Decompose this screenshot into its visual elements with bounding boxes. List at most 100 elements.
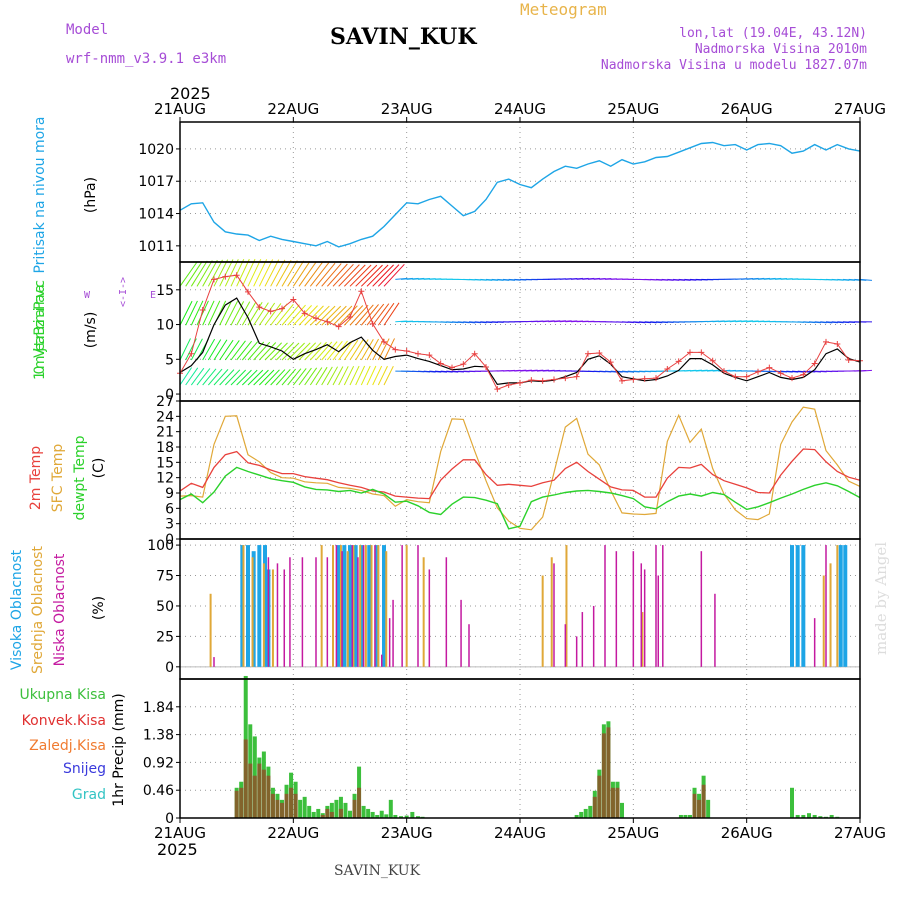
wind-gust-point [811,360,818,367]
total-rain-bar [688,814,692,818]
conv-rain-bar [252,775,257,818]
wind-vector-left-1 [258,302,276,326]
wind-vector-left-0 [343,264,366,287]
wind-vector-left-0 [304,261,323,287]
wind-vector-left-2 [270,342,288,361]
mid-cloud-bar [385,551,388,667]
wind-gust-point [358,288,365,295]
wind-vector-left-0 [258,259,274,287]
wind-vector-left-2 [338,340,354,361]
low-cloud-bar [575,636,578,667]
compass-w: W [84,290,91,301]
snow-legend: Snijeg [63,761,106,777]
wind-vector-left-2 [275,342,294,361]
low-cloud-bar [428,569,431,667]
conv-rain-bar [257,763,262,818]
low-cloud-bar [553,563,555,667]
wind-gust-point [573,373,580,380]
wind-vector-left-2 [230,340,246,361]
wind-vector-left-0 [224,259,239,287]
high-cloud-bar [336,545,341,667]
wind-vector-left-0 [321,263,342,287]
wind-vector-left-2 [383,338,395,361]
conv-rain-bar [357,787,362,818]
wind-vector-left-2 [326,340,343,361]
panel-4-y-tick-label: 1.84 [143,700,174,716]
wind-vector-left-2 [292,342,311,361]
high-cloud-bar [263,545,267,667]
x-tick-label-top: 23AUG [381,100,433,118]
total-rain-bar [706,799,711,818]
wind-gust-point [222,273,229,280]
wind-vector-left-3 [236,369,252,386]
wind-vector-left-0 [377,264,400,287]
low-cloud-bar [351,545,354,667]
wind-vector-left-1 [349,304,369,326]
wind-vector-left-3 [332,366,344,386]
wind-vector-left-3 [366,365,377,386]
wind-vector-left-2 [321,341,338,361]
low-cloud-bar [662,545,664,667]
wind-vector-left-0 [372,264,394,287]
wind-gust-point [607,359,614,366]
wind-vector-left-1 [264,303,282,326]
high-cloud-bar [795,545,800,667]
total-rain-bar [379,810,384,818]
wind-vector-left-0 [213,259,229,287]
wind-vector-left-1 [332,305,353,326]
wind-vector-left-3 [326,366,339,386]
mid-cloud-bar [332,545,334,667]
conv-rain-bar [289,787,294,818]
wind-vector-left-3 [383,365,394,386]
wind-vector-left-1 [179,300,193,326]
conv-rain-bar [352,799,357,818]
wind-vector-left-3 [360,365,371,386]
sfc-title: SFC Temp [50,444,66,513]
wind-gust-point [290,296,297,303]
wind-vector-left-3 [196,368,211,386]
wind-gust-point [596,350,603,357]
wind-gust-point [415,350,421,357]
wind-gust-point [301,310,308,317]
panel-0-y-tick-label: 1014 [138,207,174,223]
wind-gust-point [845,356,852,363]
wind-gust-point [698,349,705,356]
total-rain-bar [399,816,403,818]
low-cloud-bar [825,545,827,667]
wind-gust-point [256,304,263,311]
model-label: Model [66,22,108,38]
wind-vector-left-1 [326,305,347,326]
wind-gust-point [199,306,206,313]
mid-cloud-bar [377,545,380,667]
precip-unit: 1hr Precip (mm) [111,693,127,806]
low-cloud-title: Niska Oblacnost [52,553,68,666]
wind-vector-left-1 [366,303,385,326]
wind-gust-point [483,363,489,370]
low-cloud-bar [283,569,286,667]
low-cloud-bar [267,557,270,667]
model-name: wrf-nmm_v3.9.1 e3km [66,51,226,67]
wind-vector-left-0 [219,259,234,287]
conv-rain-bar [275,799,280,818]
panel-0-y-tick-label: 1017 [138,174,174,190]
wind-vector-left-2 [264,342,283,361]
panel-2-y-tick-label: 21 [156,425,174,441]
wind-vector-left-3 [349,365,360,386]
low-cloud-bar [564,624,567,667]
panel-4-y-tick-label: 1.38 [143,728,174,744]
low-cloud-bar [445,557,448,667]
low-cloud-bar [657,575,660,667]
mid-cloud-title: Srednja Oblacnost [30,546,46,674]
conv-rain-bar [293,793,298,818]
dewpt-line [179,466,861,530]
wind-gust-point [551,376,557,383]
wind-vector-left-0 [270,259,286,287]
wind-gust-point [211,276,217,283]
wind-vector-left-2 [224,340,240,361]
freezing-legend: Zaledj.Kisa [29,738,106,754]
low-cloud-bar [700,551,703,667]
panel-2-y-tick-label: 9 [165,486,174,502]
panel-3-y-tick-label: 0 [165,660,174,676]
wind-vector-left-3 [343,365,355,386]
panel-2-y-tick-label: 15 [156,455,174,471]
